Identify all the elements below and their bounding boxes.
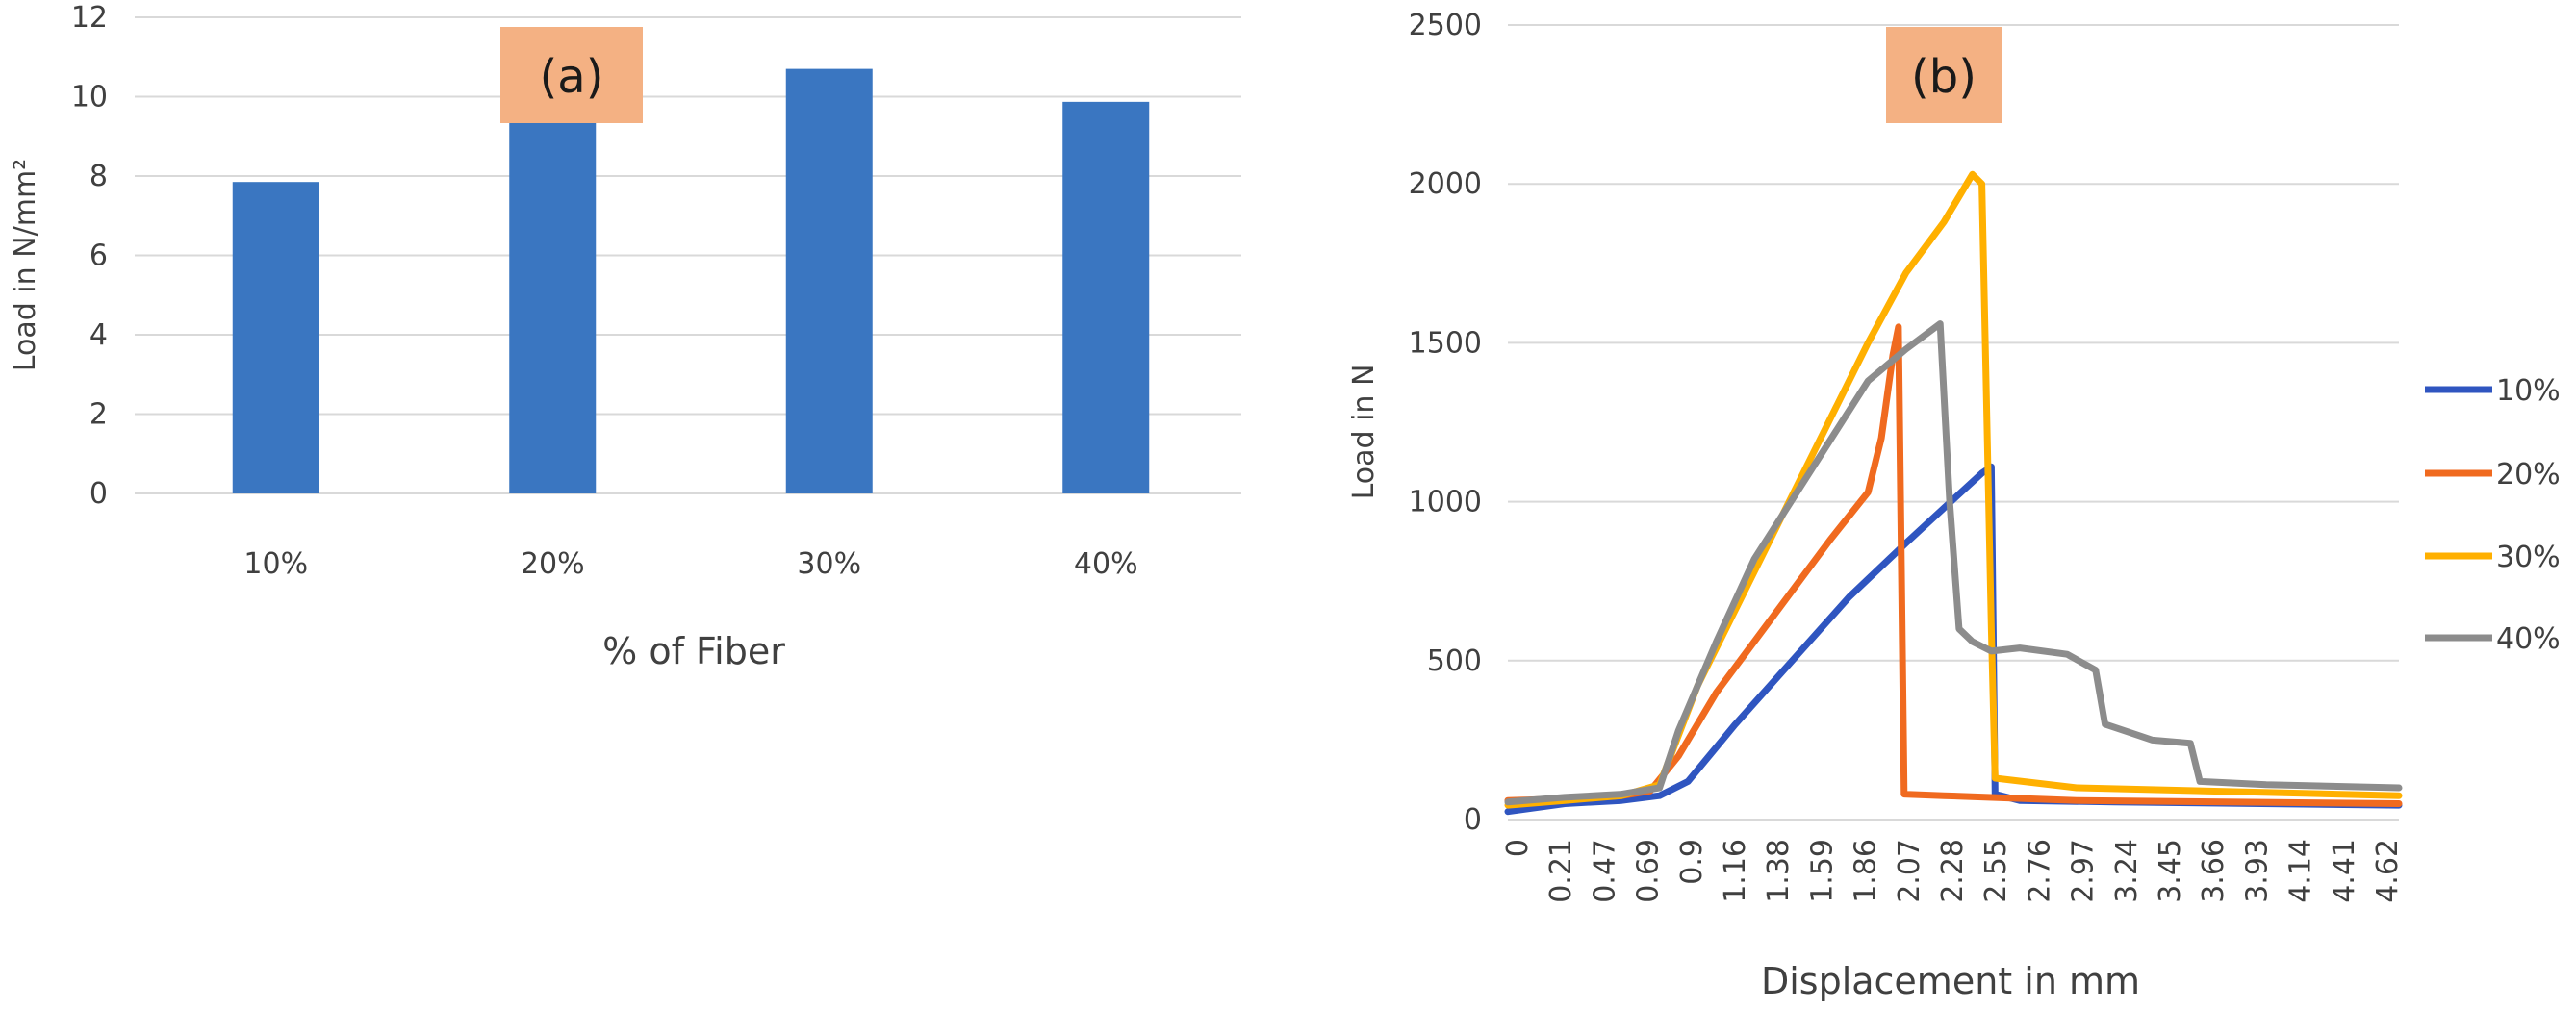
y-tick-label: 0 [89,477,108,511]
panel-label-background [500,27,643,123]
x-tick-label: 2.76 [2023,839,2056,903]
bar [785,68,873,493]
x-tick-label: 3.66 [2197,839,2231,903]
y-tick-label: 1000 [1409,486,1482,519]
y-tick-label: 8 [89,160,108,193]
bar [1062,101,1150,494]
x-tick-label: 4.62 [2371,839,2405,903]
bar [232,182,319,493]
x-tick-label: 3.45 [2154,839,2187,903]
panel-label: (a) [540,50,604,104]
legend-label: 40% [2496,622,2561,656]
x-tick-label: 2.28 [1936,839,1970,903]
series-line-30pct [1504,170,2403,809]
x-tick-label: 1.38 [1762,839,1796,903]
x-tick-label: 1.59 [1805,839,1839,903]
y-tick-label: 2 [89,398,108,432]
x-tick-label: 2.55 [1979,839,2013,903]
bar [509,105,597,493]
x-tick-label: 1.16 [1719,839,1752,903]
y-tick-label: 1500 [1409,326,1482,360]
y-tick-label: 12 [71,1,108,35]
x-tick-label: 4.14 [2284,839,2318,903]
x-tick-label: 4.41 [2328,839,2361,903]
x-tick-label: 40% [1074,547,1138,581]
x-tick-label: 2.97 [2067,839,2101,903]
y-tick-label: 2500 [1409,9,1482,42]
x-axis-title: Displacement in mm [1761,960,2140,1002]
x-tick-label: 0.47 [1588,839,1621,903]
x-tick-label: 30% [797,547,861,581]
series-line-40pct [1504,320,2403,806]
x-tick-label: 2.07 [1893,839,1926,903]
x-tick-label: 0.21 [1544,839,1578,903]
x-tick-label: 10% [243,547,308,581]
x-tick-label: 3.24 [2110,839,2144,903]
x-tick-label: 0 [1501,839,1535,857]
x-tick-label: 0.9 [1675,839,1709,885]
y-tick-label: 0 [1464,803,1482,837]
x-axis-title: % of Fiber [602,630,785,672]
x-tick-label: 3.93 [2240,839,2274,903]
y-tick-label: 6 [89,240,108,273]
bar-chart-a: 0 2 4 6 8 10 12 10% 20% 30% 40% % of Fiber Load in N… [9,1,1241,672]
y-tick-label: 10 [71,81,108,114]
y-axis-title: Load in N [1347,365,1381,500]
y-tick-label: 500 [1427,644,1482,678]
panel-label-background [1886,27,2002,123]
legend-label: 10% [2496,374,2561,408]
panel-label: (b) [1911,50,1977,104]
y-axis-title: Load in N/mm² [9,159,42,371]
legend-label: 20% [2496,458,2561,492]
y-tick-label: 4 [89,318,108,352]
legend-label: 30% [2496,541,2561,574]
y-tick-label: 2000 [1409,167,1482,201]
x-tick-label: 20% [521,547,585,581]
x-tick-label: 0.69 [1632,839,1666,903]
x-tick-label: 1.86 [1849,839,1883,903]
